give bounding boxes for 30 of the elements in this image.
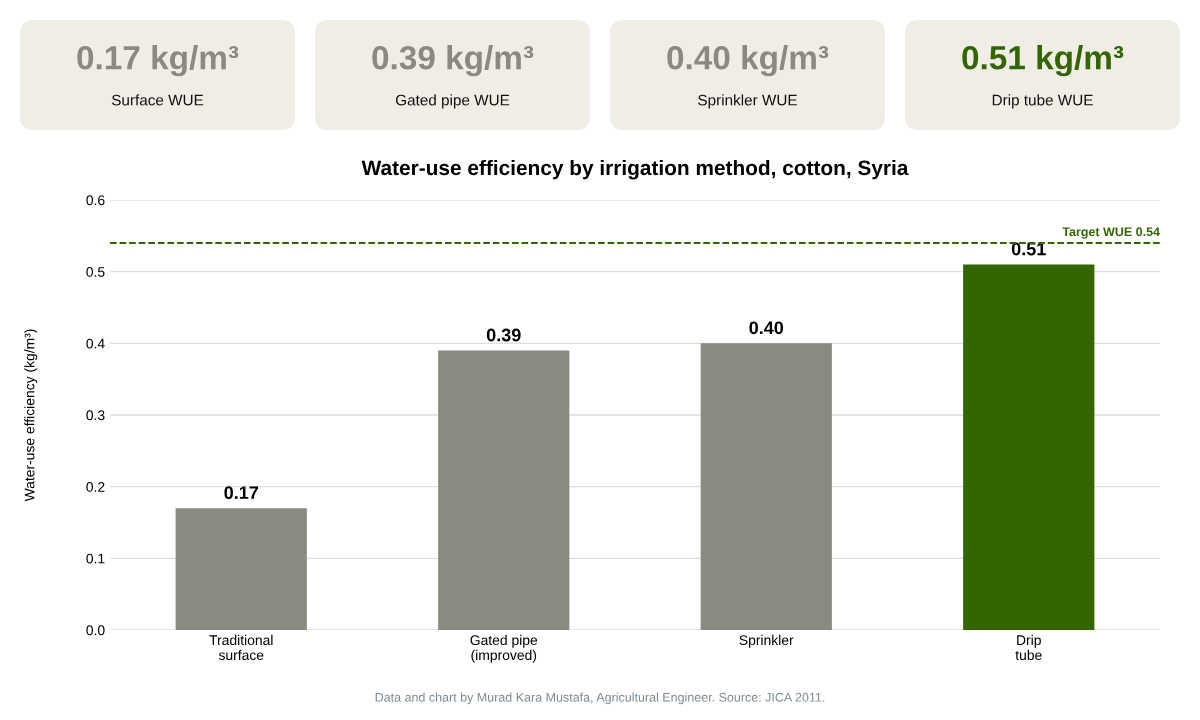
x-tick-label: Traditional surface [209, 634, 273, 661]
category-label: Drip tube WUE [992, 94, 1093, 109]
text: 0.17 kg/m³ [77, 45, 239, 77]
y-tick-label: 0.4 [86, 338, 105, 349]
data-label: 0.40 [749, 321, 784, 335]
y-tick-label: 0.1 [86, 553, 105, 564]
x-tick-label: Gated pipe (improved) [470, 634, 538, 663]
y-tick-label: 0.0 [86, 625, 105, 636]
data-label: 0.17 [224, 486, 259, 500]
text: 0.51 kg/m³ [962, 45, 1124, 77]
chart-title: Water-use efficiency by irrigation method, cotton, Syria [361, 159, 909, 180]
text: 0.40 kg/m³ [667, 45, 829, 77]
y-tick-label: 0.3 [86, 410, 105, 421]
text: Data and chart by Murad Kara Mustafa, Agricultural Engineer. Source: JICA 2011. [375, 692, 825, 705]
x-tick-label: Sprinkler [739, 634, 794, 648]
data-label: 0.39 [486, 328, 521, 342]
ref-line-label: Target WUE 0.54 [1062, 227, 1160, 239]
x-tick-label: Drip tube [1015, 634, 1042, 661]
y-axis-title: Water-use efficiency (kg/m³) [24, 329, 38, 502]
y-tick-label: 0.2 [86, 482, 105, 492]
text: 0.39 kg/m³ [372, 45, 534, 77]
category-label: Surface WUE [111, 94, 204, 106]
bar [700, 343, 832, 630]
category-label: Gated pipe WUE [395, 94, 510, 109]
bar [963, 264, 1095, 630]
bar [175, 508, 307, 630]
category-label: Sprinkler WUE [698, 94, 797, 109]
y-tick-label: 0.5 [86, 267, 105, 277]
y-tick-label: 0.6 [86, 195, 105, 206]
bar [438, 350, 570, 630]
